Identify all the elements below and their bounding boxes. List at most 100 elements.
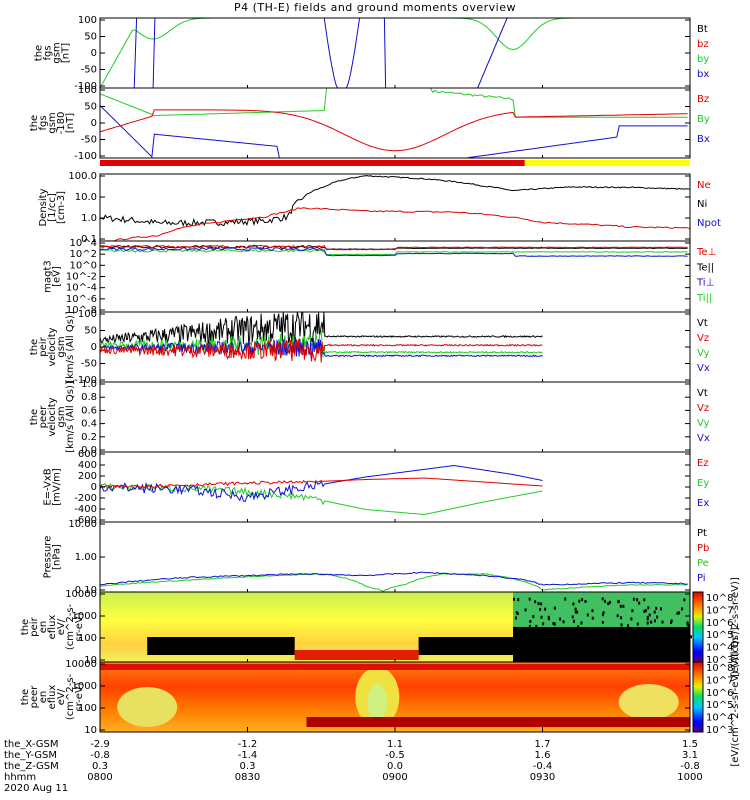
ion-speckle <box>649 636 652 640</box>
bx-line <box>133 17 138 89</box>
x-tick-label: 1.6 <box>535 750 551 761</box>
ion-speckle <box>631 609 634 613</box>
y-tick-label: -50 <box>81 135 97 146</box>
y-axis-label: [nT] <box>61 43 72 63</box>
legend-entry: Vz <box>697 403 709 414</box>
ion-speckle <box>578 636 581 640</box>
x-tick-label: -1.4 <box>238 750 258 761</box>
y-tick-label: 10 <box>84 655 97 666</box>
panel-frame <box>99 173 691 242</box>
x-tick-label: -0.8 <box>680 761 700 772</box>
ion-speckle <box>550 628 553 632</box>
ion-spectrogram-black <box>513 627 690 662</box>
colorbar-tick-label: 10^3 <box>706 655 733 666</box>
ion-speckle <box>539 607 542 611</box>
ion-speckle <box>656 615 659 619</box>
y-tick-label: 100 <box>78 85 97 96</box>
ion-speckle <box>553 606 556 610</box>
legend-entry: By <box>697 114 710 125</box>
legend-entry: Vx <box>697 363 710 374</box>
ion-speckle <box>666 627 669 631</box>
ion-speckle <box>683 598 686 602</box>
legend-entry: Ex <box>697 498 709 509</box>
ion-speckle <box>622 604 625 608</box>
y-axis-label: peir <box>38 336 49 356</box>
legend-entry: Pe <box>697 558 709 569</box>
ion-speckle <box>591 609 594 613</box>
y-axis-label: magt3 <box>43 260 54 293</box>
ion-speckle <box>630 633 633 637</box>
colorbar-tick-label: 10^7 <box>706 675 733 686</box>
x-tick-label: 1000 <box>677 772 702 783</box>
colorbar-tick-label: 10^5 <box>706 630 733 641</box>
colorbar-tick-label: 10^8 <box>706 593 733 604</box>
x-axis-row-label: hhmm <box>4 772 36 783</box>
ion-speckle <box>620 616 623 620</box>
ion-speckle <box>617 600 620 604</box>
colorbar-tick-label: 10^3 <box>706 725 733 736</box>
y-tick-label: 1.0 <box>81 213 97 224</box>
ion-red-band <box>294 650 419 660</box>
y-tick-label: 10.0 <box>75 192 97 203</box>
ion-speckle <box>572 619 575 623</box>
colorbar-label: [eV/(cm^2-s-sr-eV)] <box>730 577 741 677</box>
y-axis-label: fgs <box>43 45 54 60</box>
y-tick-label: 100.0 <box>68 171 97 182</box>
ion-speckle <box>516 612 519 616</box>
y-tick-label: 0 <box>91 48 97 59</box>
ion-speckle <box>536 631 539 635</box>
ion-speckle <box>574 610 577 614</box>
ion-speckle <box>638 601 641 605</box>
y-tick-label: 0 <box>91 118 97 129</box>
bx-line <box>477 17 513 89</box>
ion-speckle <box>528 624 531 628</box>
y-tick-label: 100 <box>78 309 97 320</box>
by-line <box>99 17 690 89</box>
Ez-line <box>99 477 543 489</box>
legend-entry: Vy <box>697 348 710 359</box>
x-tick-label: 3.1 <box>682 750 698 761</box>
x-axis-row-label: the_X-GSM <box>4 739 58 750</box>
legend-entry: Bx <box>697 134 710 145</box>
ion-speckle <box>584 599 587 603</box>
y-tick-label: 10 <box>84 725 97 736</box>
x-tick-label: 0.0 <box>387 761 403 772</box>
colorbar-tick-label: 10^5 <box>706 700 733 711</box>
legend-entry: Vt <box>697 388 708 399</box>
y-axis-label: the <box>34 45 45 61</box>
ion-speckle <box>647 606 650 610</box>
x-tick-label: 0900 <box>382 772 407 783</box>
y-axis-label: gsm <box>47 112 58 133</box>
ion-speckle <box>544 607 547 611</box>
y-tick-label: 0 <box>91 342 97 353</box>
ion-speckle <box>636 598 639 602</box>
ion-speckle <box>564 597 567 601</box>
y-tick-label: -50 <box>81 359 97 370</box>
Ex-line <box>99 464 543 503</box>
y-tick-label: -50 <box>81 65 97 76</box>
colorbar-tick-label: 10^6 <box>706 688 733 699</box>
y-axis-label: (cm^2-s- <box>65 673 76 720</box>
page-title: P4 (TH-E) fields and ground moments over… <box>234 1 516 14</box>
ion-speckle <box>539 629 542 633</box>
y-tick-label: 10^-2 <box>66 272 97 283</box>
panel-frame <box>99 521 691 593</box>
ion-speckle <box>580 621 583 625</box>
y-axis-label: sr-eV) <box>74 612 85 641</box>
y-tick-label: 100 <box>78 15 97 26</box>
x-tick-label: 1.1 <box>387 739 403 750</box>
ion-speckle <box>589 631 592 635</box>
x-tick-label: 0930 <box>530 772 555 783</box>
By-line <box>99 87 688 118</box>
Vz-line <box>99 339 543 363</box>
y-axis-label: peir <box>29 616 40 636</box>
legend-entry: Ti|| <box>696 293 712 304</box>
y-tick-label: 10^-6 <box>66 294 97 305</box>
ion-speckle <box>672 636 675 640</box>
ion-speckle <box>514 626 517 630</box>
ion-speckle <box>565 636 568 640</box>
y-tick-label: 10^4 <box>70 238 97 249</box>
ion-speckle <box>617 630 620 634</box>
colorbar-tick-label: 10^4 <box>706 643 733 654</box>
legend-entry: bx <box>697 69 709 80</box>
